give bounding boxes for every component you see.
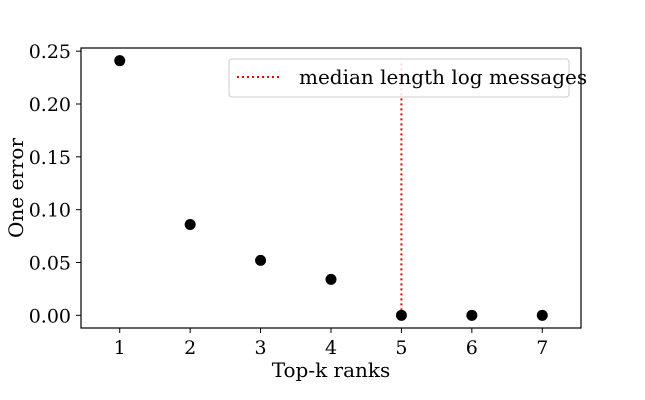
data-point <box>114 55 126 67</box>
y-tick-label: 0.00 <box>29 305 71 327</box>
x-tick-label: 7 <box>536 337 548 359</box>
legend-label: median length log messages <box>299 65 587 89</box>
data-point <box>184 218 196 230</box>
y-tick-label: 0.10 <box>29 200 71 222</box>
plot-layer <box>114 55 548 321</box>
data-point <box>255 254 267 266</box>
x-tick-label: 2 <box>184 337 196 359</box>
y-tick-label: 0.05 <box>29 252 71 274</box>
x-tick-label: 6 <box>466 337 478 359</box>
data-point <box>536 309 548 321</box>
data-point <box>466 309 478 321</box>
x-tick-label: 5 <box>395 337 407 359</box>
legend-box <box>228 58 570 98</box>
x-axis-title: Top-k ranks <box>272 358 391 382</box>
y-tick-label: 0.20 <box>29 94 71 116</box>
y-tick-label: 0.25 <box>29 41 71 63</box>
x-axis: 1 2 3 4 5 6 7 <box>114 328 548 359</box>
y-tick-label: 0.15 <box>29 147 71 169</box>
data-point <box>395 309 407 321</box>
x-tick-label: 1 <box>114 337 126 359</box>
y-axis-title: One error <box>4 138 28 238</box>
y-axis: 0.00 0.05 0.10 0.15 0.20 0.25 <box>29 41 81 327</box>
x-tick-label: 3 <box>255 337 267 359</box>
x-tick-label: 4 <box>325 337 337 359</box>
data-point <box>325 273 337 285</box>
legend: median length log messages <box>228 58 587 98</box>
